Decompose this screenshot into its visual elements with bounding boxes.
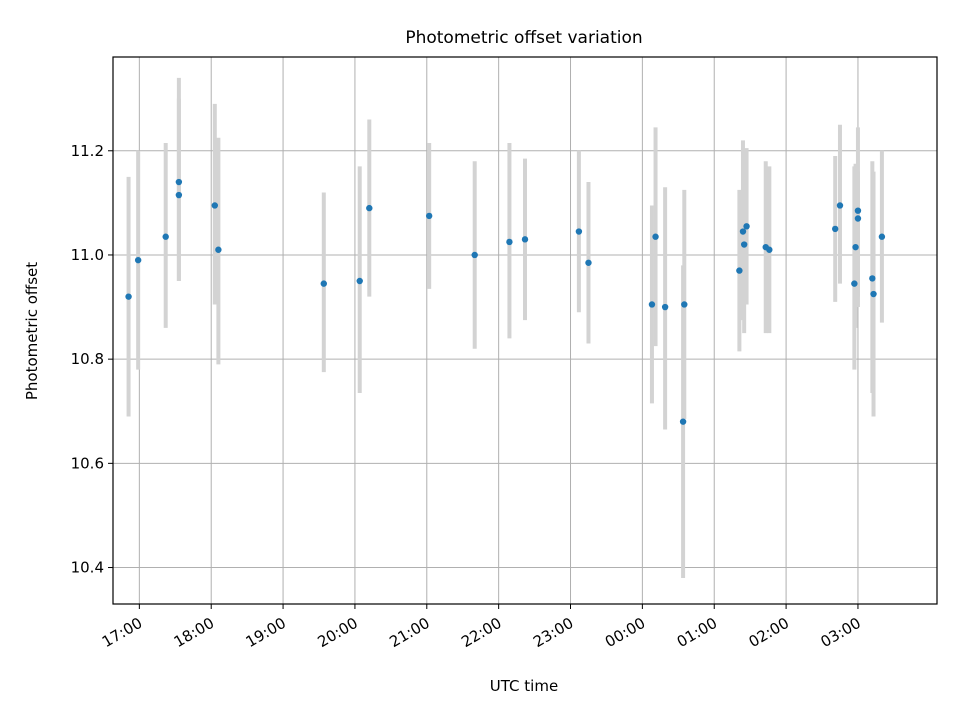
data-point	[869, 275, 876, 282]
data-point	[679, 418, 687, 425]
y-tick-label: 10.6	[71, 454, 104, 472]
x-tick-label: 00:00	[602, 614, 648, 651]
data-point	[743, 223, 750, 230]
x-tick-label: 20:00	[314, 614, 360, 651]
data-point	[356, 277, 363, 285]
x-tick-label: 17:00	[99, 614, 145, 651]
x-tick-label: 23:00	[530, 614, 576, 651]
data-point	[661, 303, 669, 311]
data-point	[521, 236, 529, 243]
data-point	[506, 238, 513, 246]
data-point	[852, 243, 859, 251]
data-point	[366, 204, 373, 212]
x-axis-label: UTC time	[490, 677, 558, 695]
error-bars	[126, 77, 884, 578]
data-point	[681, 301, 688, 308]
x-tick-label: 01:00	[674, 614, 720, 651]
data-point	[831, 225, 839, 233]
y-tick-label: 11.2	[71, 142, 104, 160]
plot-frame	[112, 56, 938, 605]
data-point	[878, 233, 886, 240]
x-tick-label: 22:00	[458, 614, 504, 651]
data-point	[851, 280, 858, 287]
data-point	[766, 246, 773, 253]
data-point	[652, 233, 659, 240]
data-point	[740, 241, 748, 248]
data-point	[648, 301, 656, 308]
data-point	[320, 280, 327, 287]
data-point	[175, 178, 183, 186]
x-tick-label: 03:00	[818, 614, 864, 651]
x-tick-label: 18:00	[171, 614, 217, 651]
grid	[113, 57, 937, 604]
data-point	[575, 228, 583, 235]
x-tick-label: 02:00	[746, 614, 792, 651]
data-point	[854, 207, 862, 214]
data-point	[739, 228, 747, 235]
data-point	[162, 233, 169, 240]
data-point	[215, 246, 222, 253]
chart-title: Photometric offset variation	[405, 28, 642, 48]
y-axis-label: Photometric offset	[23, 262, 41, 400]
data-point	[736, 267, 743, 274]
data-point	[134, 256, 142, 264]
data-point	[125, 293, 132, 300]
data-point	[585, 259, 592, 266]
x-tick-label: 21:00	[386, 614, 432, 651]
data-point	[836, 202, 844, 209]
y-axis-ticks: 10.4 10.6 10.8 11.0 11.2	[71, 142, 113, 577]
x-tick-label: 19:00	[243, 614, 289, 651]
data-point	[425, 212, 433, 220]
data-point	[854, 215, 862, 222]
y-tick-label: 10.8	[71, 350, 104, 368]
y-tick-label: 11.0	[71, 246, 104, 264]
data-point	[175, 191, 183, 199]
y-tick-label: 10.4	[71, 559, 104, 577]
data-point	[870, 290, 877, 298]
data-points	[125, 178, 886, 425]
data-point	[471, 251, 478, 259]
x-axis-ticks: 17:00 18:00 19:00 20:00 21:00 22:00 23:00 00:00…	[99, 604, 864, 651]
data-point	[211, 202, 219, 209]
